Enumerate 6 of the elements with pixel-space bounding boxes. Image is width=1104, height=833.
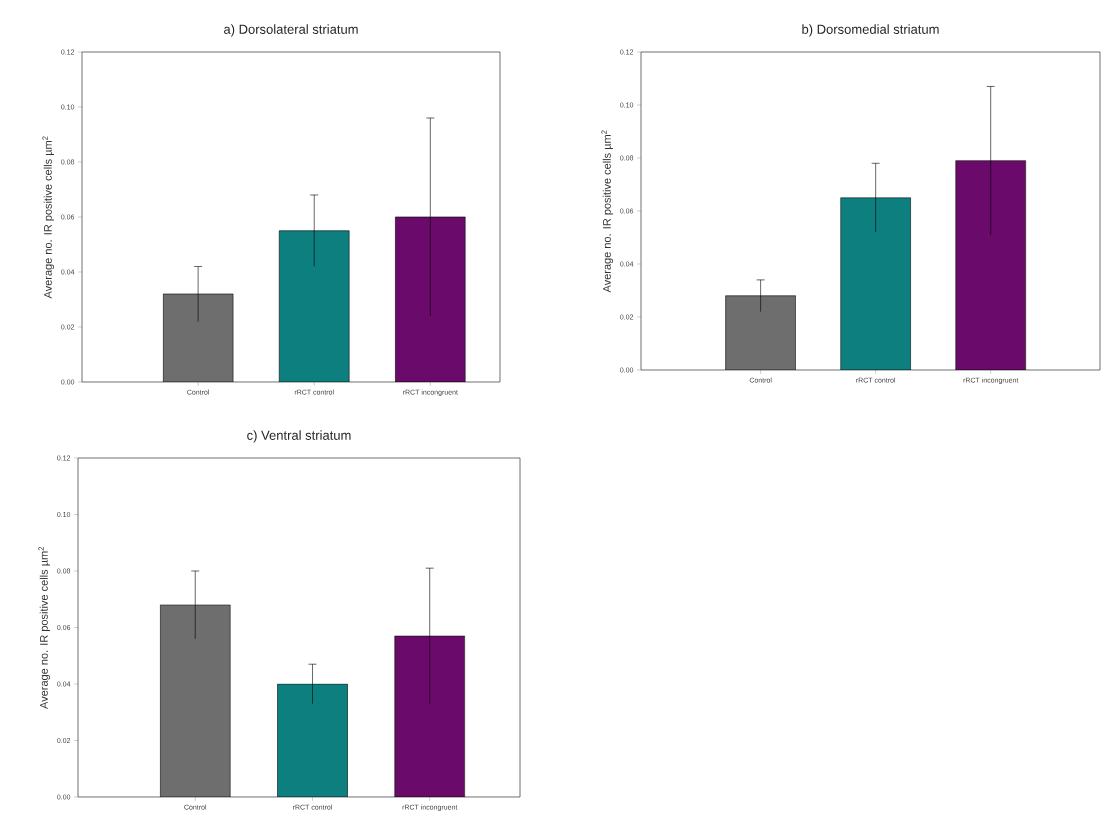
y-axis-title: Average no. IR positive cells µm$^{2}$ (42, 136, 54, 299)
chart-title: a) Dorsolateral striatum (224, 24, 358, 37)
y-axis-title: Average no. IR positive cells µm$^{2}$ (601, 130, 613, 293)
y-axis-title: Average no. IR positive cells µm$^{2}$ (38, 546, 50, 709)
chart-title: c) Ventral striatum (247, 430, 351, 443)
chart-title: b) Dorsomedial striatum (802, 24, 939, 37)
